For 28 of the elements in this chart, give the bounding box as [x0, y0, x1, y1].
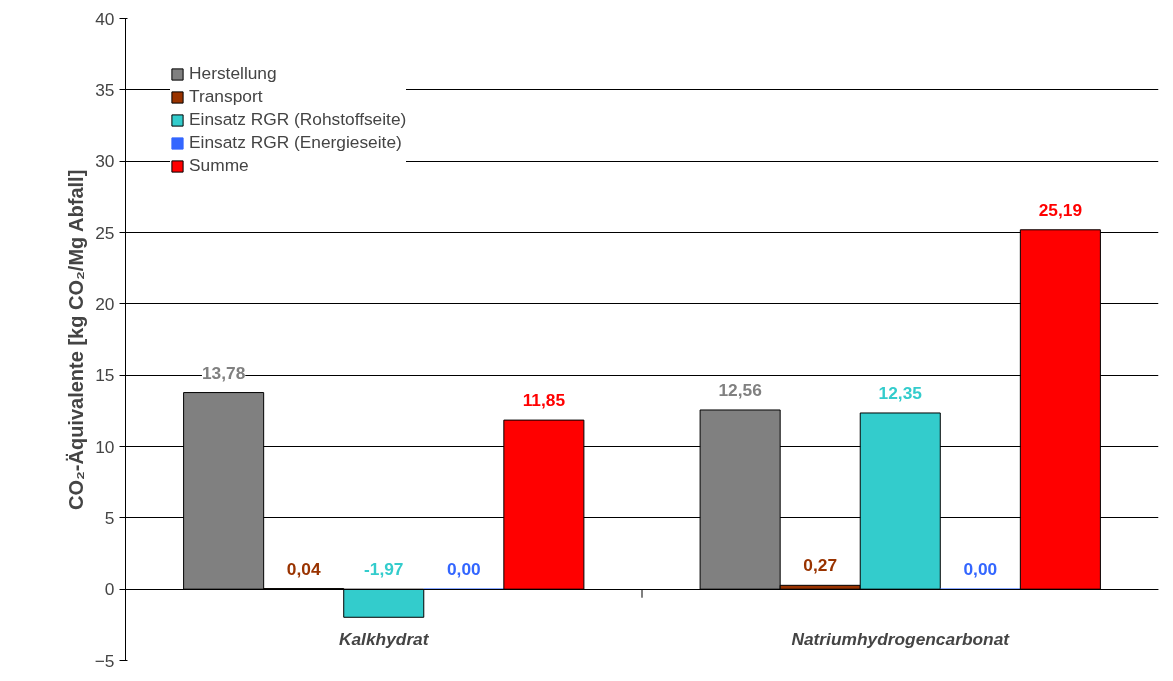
legend-label: Einsatz RGR (Energieseite) [189, 132, 402, 153]
y-tick-label: 0 [104, 579, 115, 600]
data-label: 0,04 [286, 558, 321, 579]
data-label: 13,78 [201, 362, 246, 383]
legend-label: Summe [189, 155, 249, 176]
data-label: 12,56 [718, 379, 763, 400]
data-label: 12,35 [878, 382, 923, 403]
legend-label: Transport [189, 86, 263, 107]
y-tick-label: 15 [95, 365, 115, 386]
data-label: 0,00 [963, 559, 998, 580]
y-tick-label: −5 [94, 650, 115, 671]
y-tick-label: 10 [95, 436, 115, 457]
y-tick-label: 20 [95, 293, 115, 314]
y-tick-label: 25 [95, 222, 115, 243]
x-tick-label: Natriumhydrogencarbonat [791, 629, 1011, 650]
data-label: 11,85 [522, 390, 566, 411]
y-tick-label: 40 [95, 8, 115, 29]
legend-label: Einsatz RGR (Rohstoffseite) [189, 109, 407, 130]
x-tick-label: Kalkhydrat [338, 629, 430, 650]
y-axis-title: CO₂-Äquivalente [kg CO₂/Mg Abfall] [64, 169, 87, 511]
data-label: 0,27 [803, 555, 838, 576]
y-tick-label: 30 [95, 151, 115, 172]
y-tick-label: 5 [104, 507, 115, 528]
data-label: 25,19 [1038, 199, 1083, 220]
data-label: 0,00 [446, 559, 481, 580]
data-label: -1,97 [364, 559, 404, 580]
legend-label: Herstellung [189, 63, 277, 84]
y-tick-label: 35 [95, 79, 115, 100]
